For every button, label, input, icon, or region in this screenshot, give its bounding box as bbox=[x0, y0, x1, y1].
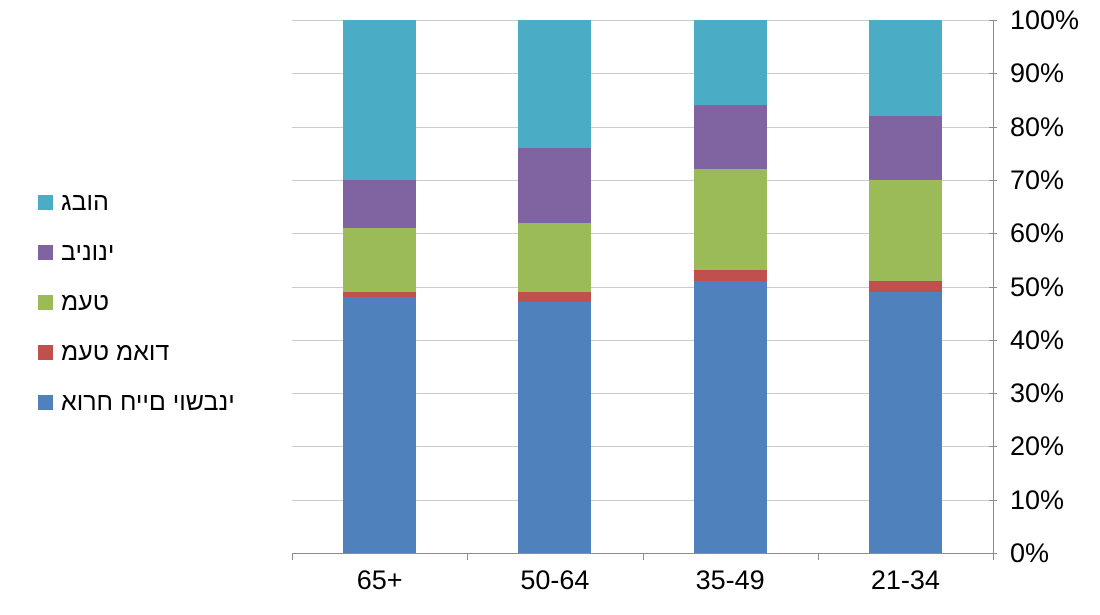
legend-label-medium: בינוני bbox=[61, 237, 115, 266]
gridline bbox=[292, 393, 993, 395]
segment-very-little bbox=[693, 270, 767, 282]
y-tick bbox=[989, 233, 997, 235]
segment-high bbox=[518, 20, 592, 148]
bar-21-34 bbox=[868, 20, 942, 553]
legend-label-little: מעט bbox=[61, 287, 110, 316]
segment-high bbox=[343, 20, 417, 180]
legend-swatch-very-little-icon bbox=[38, 344, 53, 360]
gridline bbox=[292, 286, 993, 288]
gridline bbox=[292, 20, 993, 21]
segment-sedentary-lifestyle bbox=[693, 281, 767, 553]
y-tick bbox=[989, 393, 997, 395]
y-tick bbox=[989, 179, 997, 181]
segment-sedentary-lifestyle bbox=[343, 297, 417, 553]
legend-swatch-medium-icon bbox=[38, 244, 53, 260]
x-tick bbox=[817, 553, 819, 560]
y-axis-label: 50% bbox=[1010, 271, 1065, 302]
bar-column bbox=[467, 20, 642, 553]
bar-column bbox=[292, 20, 467, 553]
legend-label-high: גבוה bbox=[61, 187, 109, 216]
segment-little bbox=[518, 222, 592, 292]
x-axis-label: 50-64 bbox=[520, 565, 590, 595]
legend-label-sedentary-lifestyle: אורח חיים יושבני bbox=[61, 387, 235, 416]
segment-little bbox=[693, 169, 767, 271]
bar-65+ bbox=[343, 20, 417, 553]
x-axis-labels: 65+ 50-64 35-49 21-34 bbox=[292, 565, 993, 599]
segment-medium bbox=[518, 147, 592, 223]
y-tick bbox=[989, 499, 997, 501]
y-tick bbox=[989, 20, 997, 21]
y-tick bbox=[989, 126, 997, 128]
legend-swatch-high-icon bbox=[38, 194, 53, 210]
y-axis-label: 60% bbox=[1010, 218, 1065, 249]
y-tick bbox=[989, 339, 997, 341]
legend-item-very-little: מעט מאוד bbox=[38, 337, 235, 366]
chart-legend: גבוה בינוני מעט מעט מאוד אורח חיים יושבני bbox=[38, 187, 235, 416]
segment-very-little bbox=[868, 281, 942, 292]
y-tick bbox=[989, 286, 997, 288]
bar-35-49 bbox=[693, 20, 767, 553]
gridline bbox=[292, 126, 993, 128]
segment-sedentary-lifestyle bbox=[518, 302, 592, 553]
gridline bbox=[292, 233, 993, 235]
gridline bbox=[292, 499, 993, 501]
x-tick bbox=[993, 553, 994, 560]
gridline bbox=[292, 179, 993, 181]
y-axis-label: 80% bbox=[1010, 111, 1065, 142]
bar-50-64 bbox=[518, 20, 592, 553]
legend-swatch-sedentary-lifestyle-icon bbox=[38, 394, 53, 410]
plot-area bbox=[292, 20, 993, 553]
bar-column bbox=[643, 20, 818, 553]
y-axis-label: 0% bbox=[1010, 538, 1050, 568]
x-tick bbox=[467, 553, 469, 560]
gridline bbox=[292, 73, 993, 75]
segment-very-little bbox=[343, 291, 417, 298]
legend-label-very-little: מעט מאוד bbox=[61, 337, 170, 366]
segment-sedentary-lifestyle bbox=[868, 291, 942, 553]
x-tick bbox=[292, 553, 293, 560]
bar-column bbox=[818, 20, 993, 553]
y-axis-label: 20% bbox=[1010, 431, 1065, 462]
segment-very-little bbox=[518, 291, 592, 303]
gridline bbox=[292, 339, 993, 341]
x-axis-label: 21-34 bbox=[870, 565, 940, 595]
segment-little bbox=[343, 227, 417, 292]
segment-medium bbox=[868, 115, 942, 180]
legend-item-little: מעט bbox=[38, 287, 235, 316]
y-tick bbox=[989, 553, 997, 554]
x-tick bbox=[642, 553, 644, 560]
y-axis-label: 100% bbox=[1010, 5, 1080, 35]
segment-medium bbox=[343, 179, 417, 228]
legend-swatch-little-icon bbox=[38, 294, 53, 310]
legend-item-sedentary-lifestyle: אורח חיים יושבני bbox=[38, 387, 235, 416]
y-axis-label: 90% bbox=[1010, 58, 1065, 89]
legend-item-medium: בינוני bbox=[38, 237, 235, 266]
x-axis-label: 35-49 bbox=[695, 565, 765, 595]
gridline bbox=[292, 446, 993, 448]
y-axis-label: 70% bbox=[1010, 164, 1065, 195]
legend-item-high: גבוה bbox=[38, 187, 235, 216]
segment-little bbox=[868, 179, 942, 282]
segment-medium bbox=[693, 105, 767, 170]
y-tick bbox=[989, 73, 997, 75]
y-tick bbox=[989, 446, 997, 448]
segment-high bbox=[693, 20, 767, 106]
segment-high bbox=[868, 20, 942, 116]
y-axis-label: 30% bbox=[1010, 378, 1065, 409]
x-axis-label: 65+ bbox=[356, 565, 403, 595]
y-axis-label: 40% bbox=[1010, 324, 1065, 355]
y-axis-label: 10% bbox=[1010, 484, 1065, 515]
